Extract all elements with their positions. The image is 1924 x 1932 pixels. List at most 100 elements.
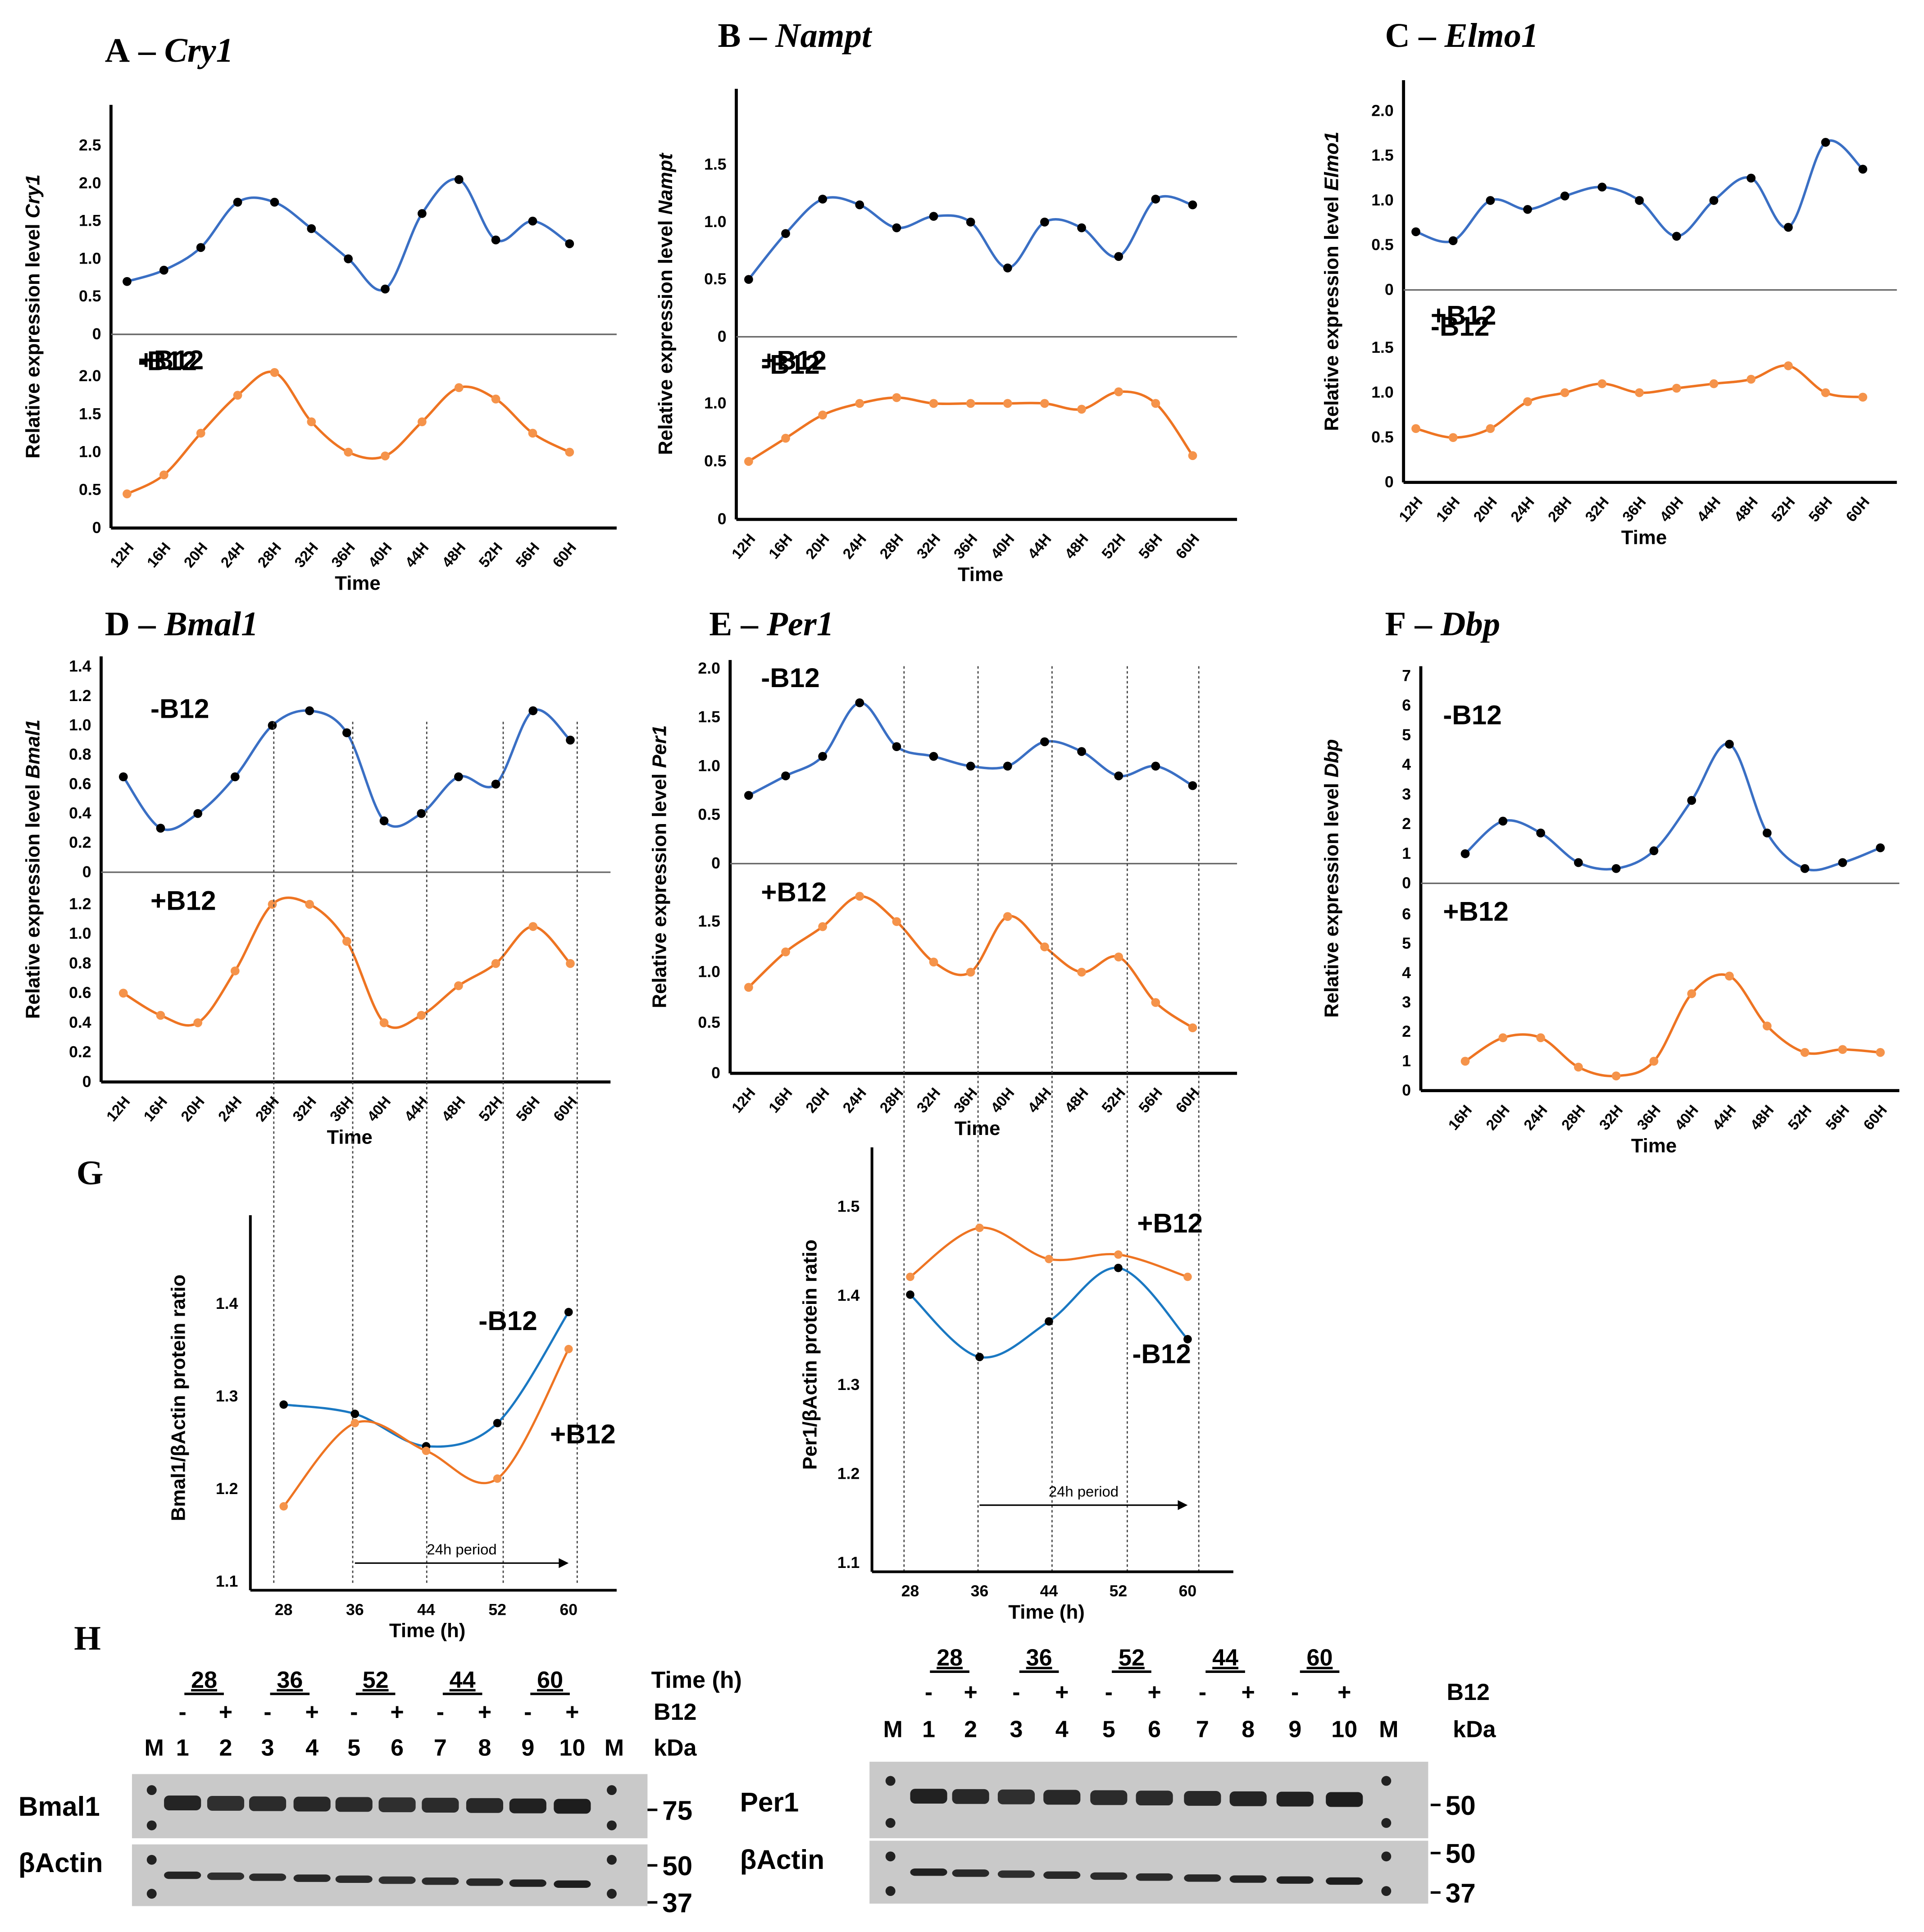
protein-band [1326, 1792, 1363, 1807]
data-point [1411, 424, 1420, 433]
x-axis-label: Time [955, 1117, 1000, 1139]
y-tick-label: 0.5 [79, 287, 101, 305]
control-label: βActin [740, 1844, 824, 1875]
b12-sign: + [565, 1699, 579, 1725]
y-tick-label: 1.3 [216, 1387, 238, 1405]
data-point [1040, 737, 1049, 747]
data-point [1800, 1048, 1810, 1057]
x-axis-label: Time [327, 1126, 372, 1148]
series-label-minus-b12: -B12 [761, 349, 820, 380]
x-axis-label: Time [335, 572, 380, 594]
x-tick-label: 32H [913, 530, 943, 562]
y-tick-label: 1.0 [704, 213, 726, 231]
data-point [1574, 1062, 1583, 1072]
lane-label: 9 [521, 1735, 534, 1761]
panel-d-bmal1: D – Bmal1 0 0.2 0.4 0.6 0.8 1.0 1.2 1.4 0 0.2 0.4 0.… [22, 605, 611, 1148]
time-group-label: 44 [450, 1667, 476, 1693]
data-point [855, 399, 864, 408]
y-tick-label: 1.0 [79, 442, 101, 460]
data-point [1045, 1317, 1053, 1326]
data-point [1560, 191, 1569, 200]
data-point [528, 922, 538, 931]
x-tick-label: 12H [728, 1084, 759, 1116]
protein-band [466, 1798, 504, 1813]
data-point [892, 393, 901, 402]
b12-sign: + [478, 1699, 491, 1725]
x-tick-label: 24H [215, 1093, 245, 1125]
data-point [1486, 196, 1495, 205]
data-point [1460, 1057, 1470, 1066]
data-point [1821, 138, 1830, 147]
data-point [1747, 173, 1756, 183]
x-axis-label: Time [958, 564, 1003, 586]
x-tick-label: 20H [802, 1084, 832, 1116]
data-point [1045, 1255, 1053, 1263]
marker-band [885, 1818, 896, 1828]
b12-sign: - [524, 1699, 532, 1725]
marker-band [885, 1886, 896, 1896]
protein-band [997, 1870, 1035, 1878]
y-tick-label: 0 [1402, 1081, 1411, 1099]
panel-letter: F [1385, 605, 1406, 643]
data-point [565, 447, 574, 457]
data-point [1486, 424, 1495, 433]
data-point [379, 816, 389, 825]
data-point [379, 1018, 389, 1027]
protein-band [335, 1797, 373, 1812]
time-group-label: 28 [191, 1667, 217, 1693]
y-axis-label: Relative expression level Elmo1 [1321, 132, 1343, 431]
x-tick-label: 52H [1098, 1084, 1128, 1116]
series-label-minus-b12: -B12 [478, 1305, 537, 1336]
y-tick-label: 1.5 [837, 1197, 860, 1215]
y-tick-label: 1.2 [837, 1465, 860, 1483]
data-point [1151, 761, 1160, 771]
protein-band [910, 1868, 947, 1876]
data-point [818, 410, 827, 419]
b12-sign: - [350, 1699, 358, 1725]
data-point [1411, 227, 1420, 237]
data-point [279, 1502, 288, 1511]
data-point [159, 265, 168, 275]
curve-minus-b12 [747, 195, 1193, 280]
y-tick-label: 0 [82, 863, 91, 881]
data-point [892, 742, 901, 752]
data-point [1536, 828, 1545, 838]
kda-label: kDa [654, 1735, 697, 1761]
y-tick-label: 3 [1402, 785, 1411, 803]
y-axis-label: Relative expression level Per1 [648, 725, 670, 1008]
curve-minus-b12 [283, 1311, 570, 1448]
x-axis-label: Time (h) [1008, 1601, 1085, 1623]
marker-band [1381, 1776, 1392, 1786]
panel-letter: D [105, 605, 130, 643]
y-tick-label: 0.5 [698, 1013, 720, 1031]
y-tick-label: 6 [1402, 905, 1411, 923]
marker-band [607, 1820, 617, 1831]
y-tick-label: 0.6 [69, 984, 91, 1002]
y-tick-label: 2.0 [79, 367, 101, 385]
data-point [818, 922, 827, 931]
data-point [1077, 405, 1086, 414]
curve-plus-b12 [282, 1349, 570, 1507]
y-tick-label: 0.5 [1371, 428, 1393, 446]
data-point [1876, 1048, 1885, 1057]
data-point [744, 275, 753, 284]
data-point [1536, 1033, 1545, 1043]
kda-marker-label: 37 [662, 1887, 692, 1918]
data-point [307, 224, 316, 233]
panel-e-per1: E – Per1 0 0.5 1.0 1.5 2.0 0 0.5 1.0 1.5 12H 16H 20H… [648, 605, 1237, 1139]
x-tick-label: 28H [254, 539, 284, 570]
y-axis-label: Relative expression level Dbp [1321, 739, 1343, 1017]
data-point [305, 706, 314, 715]
lane-label: 3 [1010, 1716, 1023, 1742]
y-axis-label: Bmal1/βActin protein ratio [168, 1275, 190, 1522]
protein-band [249, 1873, 287, 1881]
protein-band [1136, 1791, 1173, 1806]
data-point [1635, 196, 1644, 205]
x-tick-label: 40H [365, 539, 395, 570]
y-tick-label: 1.5 [698, 708, 720, 726]
data-point [342, 728, 351, 738]
data-point [342, 937, 351, 946]
y-tick-label: 1.0 [69, 925, 91, 943]
data-point [1040, 399, 1049, 408]
